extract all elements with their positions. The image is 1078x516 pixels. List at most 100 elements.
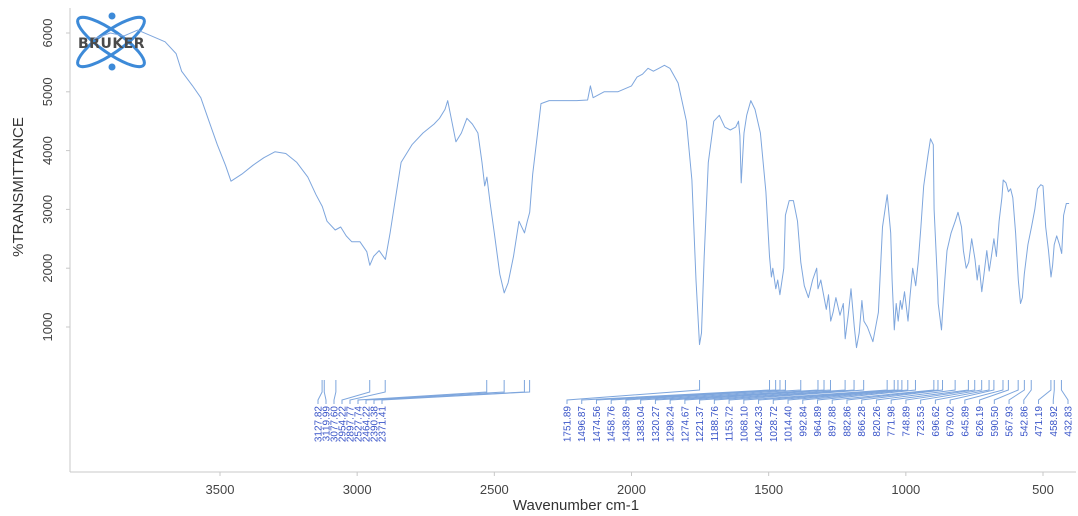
peak-marker-group (317, 380, 1069, 404)
peak-marker (581, 380, 771, 404)
peak-marker (1023, 380, 1032, 404)
peak-label: 897.88 (828, 406, 839, 437)
peak-label: 1274.67 (680, 406, 691, 443)
peak-marker (566, 380, 701, 404)
x-tick-label: 2500 (480, 482, 509, 497)
peak-label: 1438.89 (621, 406, 632, 443)
peak-label: 1221.37 (695, 406, 706, 443)
peak-label: 1014.40 (784, 406, 795, 443)
peak-label: 1188.76 (710, 406, 721, 442)
peak-label-group: 3127.823119.993077.602954.222897.772527.… (314, 406, 1075, 443)
peak-label: 1298.24 (666, 406, 677, 443)
logo-text: BRUKER (78, 36, 145, 52)
peak-marker (381, 380, 531, 404)
peak-marker (1052, 380, 1055, 404)
peak-marker (625, 380, 786, 404)
peak-marker (758, 380, 895, 404)
peak-label: 696.62 (931, 406, 942, 437)
peak-marker (640, 380, 802, 404)
peak-marker (890, 380, 969, 404)
peak-label: 2527.74 (354, 406, 365, 443)
peak-label: 771.98 (887, 406, 898, 437)
peak-label: 567.93 (1005, 406, 1016, 437)
peak-marker (1060, 380, 1069, 404)
y-tick-label: 5000 (40, 77, 55, 106)
peak-label: 1458.76 (607, 406, 618, 443)
x-tick-label: 500 (1032, 482, 1054, 497)
logo-dot-bottom (108, 63, 116, 71)
peak-label: 679.02 (946, 406, 957, 437)
peak-marker (787, 380, 903, 404)
peak-marker (831, 380, 935, 404)
peak-marker (875, 380, 956, 404)
peak-label: 820.26 (872, 406, 883, 437)
x-tick-label: 1500 (754, 482, 783, 497)
peak-label: 2897.77 (346, 406, 357, 443)
peak-marker (341, 380, 371, 404)
peak-marker (964, 380, 1004, 404)
peak-label: 1068.10 (739, 406, 750, 443)
peak-label: 882.86 (842, 406, 853, 437)
peak-label: 458.92 (1049, 406, 1060, 437)
bruker-logo: BRUKER (76, 12, 146, 71)
y-axis-title: %TRANSMITTANCE (10, 117, 27, 257)
peak-label: 2371.41 (378, 406, 389, 443)
peak-marker (993, 380, 1019, 404)
peak-marker (333, 380, 337, 404)
peak-marker (1038, 380, 1052, 404)
peak-marker (669, 380, 825, 404)
peak-label: 2390.38 (370, 406, 381, 443)
x-tick-label: 3000 (343, 482, 372, 497)
y-tick-label: 4000 (40, 136, 55, 165)
peak-label: 1320.27 (651, 406, 662, 443)
peak-marker (1008, 380, 1025, 404)
logo-orbit-2 (76, 15, 146, 69)
peak-marker (772, 380, 899, 404)
y-tick-label: 2000 (40, 254, 55, 283)
peak-marker (949, 380, 995, 404)
peak-marker (905, 380, 976, 404)
peak-label: 1153.72 (725, 406, 736, 442)
peak-label: 1751.89 (563, 406, 574, 443)
peak-label: 2464.22 (362, 406, 373, 443)
peak-label: 3127.82 (314, 406, 325, 443)
peak-label: 542.86 (1019, 406, 1030, 437)
peak-marker (610, 380, 781, 404)
peak-marker (743, 380, 888, 404)
peak-marker (699, 380, 846, 404)
y-tick-label: 3000 (40, 195, 55, 224)
y-tick-label: 6000 (40, 19, 55, 48)
y-tick-group: 1000 2000 3000 4000 5000 6000 (40, 19, 70, 341)
x-tick-label: 2000 (617, 482, 646, 497)
peak-label: 992.84 (798, 406, 809, 437)
peak-label: 1028.72 (769, 406, 780, 443)
peak-marker (979, 380, 1009, 404)
peak-label: 866.28 (857, 406, 868, 437)
peak-marker (817, 380, 916, 404)
logo-dot-top (108, 12, 116, 20)
x-tick-group: 3500 3000 2500 2000 1500 1000 500 (206, 472, 1054, 497)
peak-marker (365, 380, 505, 404)
peak-marker (323, 380, 327, 404)
peak-label: 432.83 (1064, 406, 1075, 437)
peak-marker (861, 380, 944, 404)
peak-marker (595, 380, 777, 404)
peak-label: 471.19 (1034, 406, 1045, 437)
x-tick-label: 3500 (206, 482, 235, 497)
peak-label: 3119.99 (322, 406, 333, 442)
peak-marker (357, 380, 488, 404)
x-tick-label: 1000 (891, 482, 920, 497)
peak-marker (713, 380, 855, 404)
peak-label: 3077.60 (330, 406, 341, 443)
peak-marker (920, 380, 983, 404)
peak-label: 1474.56 (592, 406, 603, 443)
x-axis-title: Wavenumber cm-1 (513, 497, 639, 514)
peak-marker (728, 380, 865, 404)
peak-marker (654, 380, 819, 404)
peak-marker (802, 380, 909, 404)
peak-marker (934, 380, 990, 404)
peak-marker (684, 380, 831, 404)
peak-label: 1042.33 (754, 406, 765, 443)
peak-label: 723.53 (916, 406, 927, 437)
